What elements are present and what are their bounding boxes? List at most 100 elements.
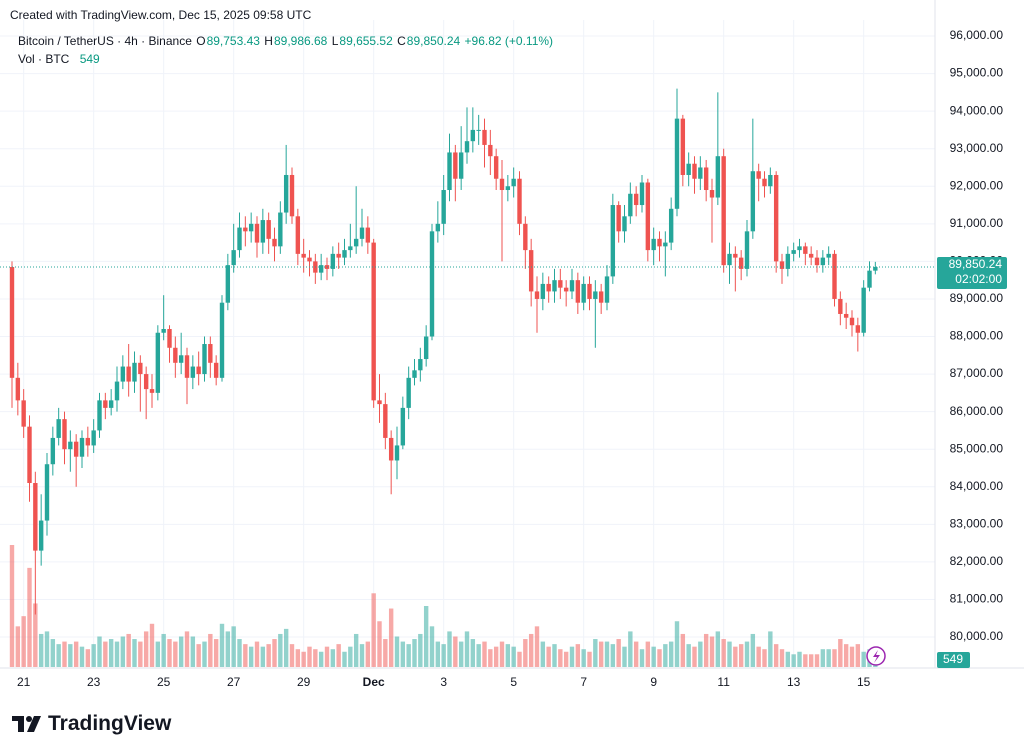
volume-bar: [511, 646, 516, 667]
volume-bar: [843, 644, 849, 667]
volume-bar: [248, 646, 254, 667]
volume-bar: [266, 644, 271, 667]
volume-bar: [709, 636, 715, 667]
volume-bar: [861, 651, 866, 667]
candle-body: [184, 355, 190, 378]
candle-body: [225, 265, 231, 303]
volume-bar: [330, 649, 336, 667]
candle-body: [73, 441, 79, 457]
candle-body: [138, 362, 143, 375]
volume-legend: Vol · BTC 549: [18, 52, 101, 66]
volume-bar: [838, 639, 843, 667]
logo-shape: [26, 716, 32, 722]
volume-bar: [38, 633, 44, 667]
candle-body: [820, 257, 826, 266]
candle-body: [645, 182, 651, 251]
y-tick-label: 89,000.00: [950, 291, 1004, 305]
candle-body: [563, 287, 569, 292]
logo-text: TradingView: [48, 712, 172, 735]
candle-body: [849, 317, 855, 326]
volume-bar: [50, 639, 56, 667]
candle-body: [692, 163, 697, 179]
candle-body: [120, 366, 126, 382]
candle-body: [575, 280, 581, 303]
candle-body: [727, 253, 732, 266]
y-tick-label: 82,000.00: [950, 554, 1004, 568]
volume-bar: [377, 621, 382, 667]
ohlc-label: O: [196, 34, 206, 48]
volume-bar: [91, 644, 96, 667]
volume-bar: [558, 649, 563, 667]
volume-bar: [114, 641, 120, 667]
volume-bar: [447, 631, 452, 667]
countdown: 02:02:00: [955, 272, 1002, 286]
volume-bar: [295, 649, 301, 667]
candle-body: [15, 377, 21, 401]
volume-bar: [482, 641, 487, 667]
candle-body: [219, 302, 225, 378]
logo-icon: [12, 716, 41, 732]
candle-body: [476, 129, 481, 131]
volume-bar: [610, 644, 616, 667]
candle-body: [295, 216, 301, 254]
volume-bar: [773, 644, 779, 667]
candle-body: [202, 344, 207, 375]
candle-body: [38, 520, 44, 551]
volume-bar: [832, 649, 837, 667]
volume-bar: [365, 641, 371, 667]
candle-body: [283, 174, 289, 213]
candle-body: [27, 426, 32, 484]
candle-body: [867, 270, 872, 288]
volume-bar: [499, 641, 505, 667]
volume-bar: [779, 649, 785, 667]
volume-tag-label: 549: [943, 652, 963, 666]
volume-bar: [493, 646, 499, 667]
volume-bar: [575, 644, 581, 667]
volume-bar: [196, 644, 201, 667]
volume-bar: [756, 646, 761, 667]
volume-bar: [435, 641, 441, 667]
candle-body: [365, 227, 371, 243]
candle-body: [633, 193, 639, 206]
volume-bar: [289, 644, 295, 667]
x-tick-label: 27: [227, 675, 241, 689]
volume-bar: [173, 641, 178, 667]
candle-body: [429, 231, 435, 337]
volume-bar: [33, 603, 38, 667]
candle-body: [254, 223, 260, 243]
volume-bar: [715, 631, 721, 667]
volume-bar: [237, 639, 242, 667]
volume-bar: [651, 646, 656, 667]
volume-bar: [622, 646, 627, 667]
x-tick-label: 9: [650, 675, 657, 689]
volume-bar: [733, 646, 738, 667]
candle-body: [190, 366, 196, 378]
candle-body: [173, 347, 178, 363]
y-tick-label: 96,000.00: [950, 28, 1004, 42]
volume-bar: [429, 626, 435, 667]
volume-bar: [814, 654, 820, 667]
volume-bar: [406, 644, 411, 667]
volume-value: 549: [79, 52, 100, 66]
volume-bar: [808, 654, 814, 667]
volume-bar: [441, 644, 446, 667]
y-tick-label: 80,000.00: [950, 629, 1004, 643]
volume-bar: [826, 649, 831, 667]
volume-bar: [645, 641, 651, 667]
candle-body: [464, 141, 470, 153]
x-tick-label: 23: [87, 675, 101, 689]
x-tick-label: 13: [787, 675, 801, 689]
volume-bar: [418, 633, 423, 667]
volume-title: Vol · BTC: [18, 52, 70, 66]
candle-body: [447, 152, 452, 191]
candle-body: [838, 298, 843, 314]
volume-bar: [540, 641, 546, 667]
price-tag: [937, 257, 1007, 290]
volume-bar: [476, 644, 481, 667]
candle-body: [406, 377, 411, 408]
candle-body: [674, 118, 680, 209]
candle-body: [791, 250, 796, 254]
volume-bar: [523, 639, 528, 667]
volume-bar: [324, 646, 330, 667]
volume-bar: [44, 631, 50, 667]
